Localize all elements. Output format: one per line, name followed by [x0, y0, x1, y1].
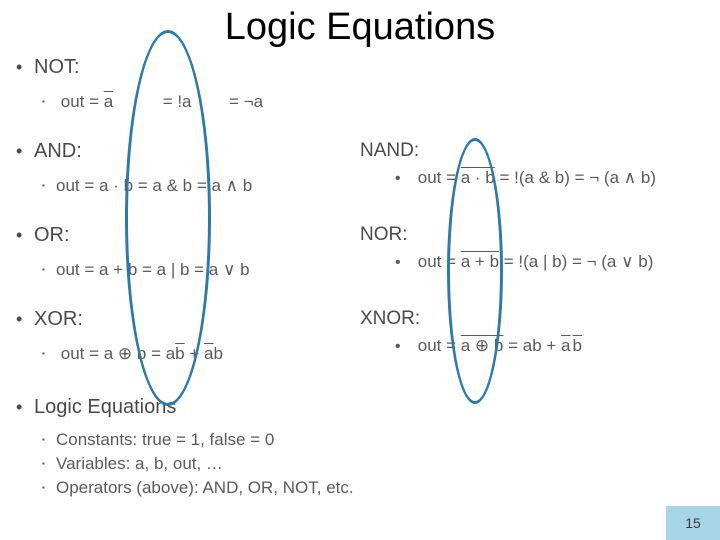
eq-nor: • out = a + b = !(a | b) = ¬ (a ∨ b): [395, 252, 653, 272]
eq-nand-b: = !(a & b) = ¬ (a ∧ b): [495, 168, 656, 187]
eq-operators-text: Operators (above): AND, OR, NOT, etc.: [56, 478, 354, 497]
eq-variables-text: Variables: a, b, out, …: [56, 454, 223, 473]
eq-operators: ▪Operators (above): AND, OR, NOT, etc.: [42, 478, 354, 498]
eq-variables: ▪Variables: a, b, out, …: [42, 454, 223, 474]
label-nand: NAND:: [360, 140, 419, 161]
label-xor: XOR:: [34, 308, 83, 330]
label-or: OR:: [34, 224, 70, 246]
heading-not: •NOT:: [16, 56, 80, 79]
eq-xnor-d: b: [573, 336, 582, 355]
eq-not-a: out =: [61, 92, 104, 111]
heading-xor: •XOR:: [16, 308, 83, 331]
eq-nand: • out = a · b = !(a & b) = ¬ (a ∧ b): [395, 168, 656, 188]
heading-nor: NOR:: [360, 224, 408, 246]
heading-xnor: XNOR:: [360, 308, 420, 330]
slide-title: Logic Equations: [0, 6, 720, 49]
eq-xnor-c: a: [561, 336, 570, 355]
eq-not-c: = ¬a: [229, 92, 263, 111]
label-logic-equations: Logic Equations: [34, 396, 176, 418]
slide: Logic Equations •NOT: ▪ out = a = !a = ¬…: [0, 0, 720, 540]
eq-xnor-b: = ab +: [503, 336, 561, 355]
label-nor: NOR:: [360, 224, 408, 245]
eq-xor-e: b: [213, 344, 222, 363]
annotation-ellipse-left: [125, 30, 211, 406]
heading-and: •AND:: [16, 140, 82, 163]
heading-or: •OR:: [16, 224, 70, 247]
eq-constants: ▪Constants: true = 1, false = 0: [42, 430, 274, 450]
page-number: 15: [685, 515, 701, 531]
eq-nor-b: = !(a | b) = ¬ (a ∨ b): [499, 252, 653, 271]
label-and: AND:: [34, 140, 82, 162]
label-not: NOT:: [34, 56, 80, 78]
label-xnor: XNOR:: [360, 308, 420, 329]
heading-logic-equations: •Logic Equations: [16, 396, 176, 419]
heading-nand: NAND:: [360, 140, 419, 162]
eq-not-a-over: a: [104, 92, 113, 111]
page-number-box: 15: [666, 506, 720, 540]
eq-constants-text: Constants: true = 1, false = 0: [56, 430, 274, 449]
annotation-ellipse-right: [447, 138, 503, 404]
